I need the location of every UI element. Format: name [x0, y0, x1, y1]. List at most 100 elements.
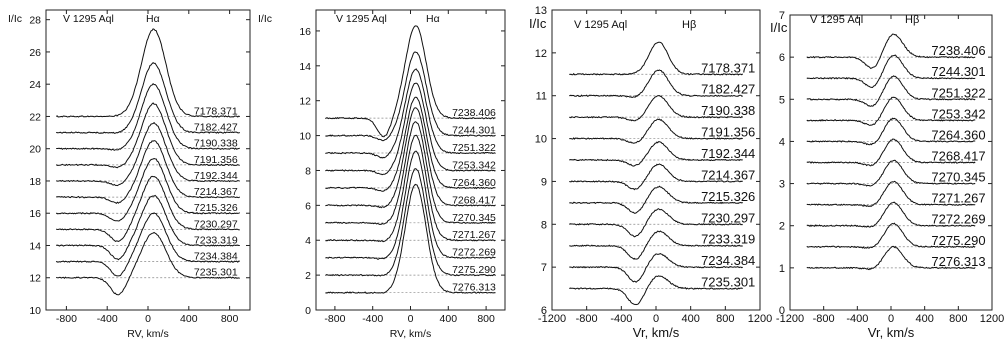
y-tick-label: 14 — [29, 240, 41, 252]
chart-title-line: Hα — [146, 13, 160, 25]
spectrum-7264.360: 7264.360 — [325, 96, 496, 192]
x-tick-label: -800 — [324, 313, 345, 325]
spectrum-label: 7178.371 — [194, 105, 238, 117]
spectrum-7235.301: 7235.301 — [56, 231, 240, 296]
spectrum-label: 7238.406 — [452, 107, 496, 119]
spectrum-label: 7178.371 — [701, 60, 755, 75]
spectrum-7270.345: 7270.345 — [806, 159, 986, 187]
spectrum-line — [569, 118, 743, 144]
panel-1: -800 -400 0 400 800 10 12 14 16 18 20 22 24 26 28 I/Ic R… — [8, 9, 251, 340]
spectrum-line — [806, 222, 976, 249]
spectrum-line — [569, 253, 743, 283]
spectrum-7190.338: 7190.338 — [56, 82, 240, 151]
x-axis-label: Vr, km/s — [633, 325, 680, 340]
y-tick-label: 20 — [29, 144, 41, 156]
spectrum-line — [325, 51, 496, 142]
spectrum-line — [806, 54, 976, 89]
y-tick-label: 6 — [541, 305, 547, 317]
spectrum-7253.342: 7253.342 — [806, 96, 986, 126]
spectrum-line — [806, 201, 976, 228]
spectrum-line — [569, 185, 743, 214]
y-tick-label: 6 — [779, 52, 785, 64]
spectrum-7214.367: 7214.367 — [56, 140, 241, 204]
y-tick-label: 0 — [779, 305, 785, 317]
spectrum-7244.301: 7244.301 — [325, 51, 496, 142]
spectrum-7178.371: 7178.371 — [569, 41, 755, 76]
spectrum-7235.301: 7235.301 — [569, 275, 755, 306]
y-tick-label: 24 — [29, 79, 41, 91]
spectrum-label: 7234.384 — [194, 251, 238, 263]
spectrum-label: 7264.360 — [931, 127, 985, 142]
chart-title-star: V 1295 Aql — [574, 19, 627, 31]
spectrum-7182.427: 7182.427 — [56, 62, 240, 134]
spectrum-7233.319: 7233.319 — [569, 230, 755, 260]
spectrum-line — [806, 138, 976, 167]
spectrum-label: 7264.360 — [452, 177, 496, 189]
spectrum-line — [806, 96, 976, 126]
x-tick-label: 400 — [681, 313, 699, 325]
spectrum-line — [56, 28, 241, 118]
x-tick-label: 1200 — [748, 313, 772, 325]
spectrum-7178.371: 7178.371 — [56, 28, 241, 118]
spectrum-label: 7233.319 — [701, 232, 755, 247]
spectrum-7230.297: 7230.297 — [569, 208, 755, 238]
spectrum-7192.344: 7192.344 — [569, 141, 755, 167]
spectrum-7253.342: 7253.342 — [325, 82, 496, 176]
y-tick-label: 7 — [541, 262, 547, 274]
spectrum-label: 7215.326 — [194, 202, 238, 214]
y-tick-label: 8 — [541, 219, 547, 231]
spectrum-7276.313: 7276.313 — [806, 245, 986, 271]
spectrum-7272.269: 7272.269 — [325, 150, 496, 260]
spectrum-label: 7190.338 — [701, 103, 755, 118]
spectrum-7272.269: 7272.269 — [806, 201, 986, 228]
spectrum-line — [806, 180, 976, 208]
x-tick-label: 800 — [221, 313, 239, 325]
y-axis-label: I/Ic — [8, 13, 22, 25]
spectrum-7191.356: 7191.356 — [569, 118, 755, 144]
spectrum-line — [325, 168, 496, 277]
y-tick-label: 26 — [29, 47, 41, 59]
y-tick-label: 4 — [305, 235, 311, 247]
y-tick-label: 10 — [29, 305, 41, 317]
spectrum-line — [806, 159, 976, 187]
spectrum-7182.427: 7182.427 — [569, 69, 755, 98]
spectrum-7233.319: 7233.319 — [56, 194, 240, 261]
spectrum-7190.338: 7190.338 — [569, 95, 755, 122]
x-tick-label: 0 — [653, 313, 659, 325]
spectrum-7191.356: 7191.356 — [55, 102, 240, 169]
y-tick-label: 10 — [299, 131, 311, 143]
spectrum-label: 7235.301 — [194, 267, 238, 279]
spectrum-line — [569, 275, 743, 306]
spectrum-line — [325, 96, 496, 192]
panel-4: -1200 -800 -400 0 400 800 1200 0 1 2 3 4 5 6 7I/Ic Vr, … — [770, 10, 1004, 340]
panel-2: -800 -400 0 400 800 0 2 4 6 8 10 12 14 16 I/Ic RV, km/s… — [258, 9, 506, 340]
spectrum-label: 7268.417 — [452, 194, 496, 206]
y-tick-label: 3 — [779, 179, 785, 191]
x-tick-label: 0 — [888, 313, 894, 325]
y-axis-label: I/Ic — [258, 13, 272, 25]
y-tick-label: 10 — [535, 134, 547, 146]
y-tick-label: 14 — [299, 61, 311, 73]
x-tick-label: 0 — [408, 313, 414, 325]
spectrum-7234.384: 7234.384 — [569, 253, 755, 283]
spectrum-line — [56, 175, 240, 243]
spectrum-line — [325, 25, 496, 138]
x-tick-label: -1200 — [538, 313, 566, 325]
x-tick-label: 400 — [180, 313, 198, 325]
chart-title-line: Hβ — [682, 19, 696, 31]
y-tick-label: 16 — [29, 208, 41, 220]
spectrum-line — [806, 75, 976, 107]
spectrum-label: 7275.290 — [931, 233, 985, 248]
x-tick-label: 800 — [716, 313, 734, 325]
spectrum-line — [569, 208, 743, 238]
y-tick-label: 12 — [535, 48, 547, 60]
spectrum-label: 7253.342 — [452, 159, 496, 171]
spectrum-label: 7270.345 — [452, 212, 496, 224]
x-tick-label: -400 — [846, 313, 868, 325]
y-tick-label: 1 — [779, 263, 785, 275]
spectrum-label: 7234.384 — [701, 253, 755, 268]
spectrum-label: 7192.344 — [194, 170, 238, 182]
x-tick-label: 400 — [915, 313, 933, 325]
spectrum-label: 7235.301 — [701, 275, 755, 290]
